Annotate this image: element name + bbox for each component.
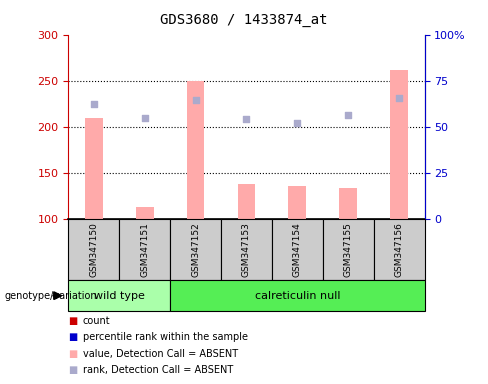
Point <box>293 120 301 126</box>
Bar <box>323 219 374 280</box>
Bar <box>68 219 119 280</box>
Point <box>243 116 250 122</box>
Text: GSM347153: GSM347153 <box>242 222 251 277</box>
Bar <box>288 186 306 219</box>
Text: GSM347150: GSM347150 <box>89 222 98 277</box>
Text: GSM347156: GSM347156 <box>395 222 404 277</box>
Point <box>90 101 98 107</box>
Bar <box>186 81 204 219</box>
Point <box>345 112 352 118</box>
Text: GSM347154: GSM347154 <box>293 222 302 277</box>
Bar <box>238 184 255 219</box>
Bar <box>221 219 272 280</box>
Text: GSM347151: GSM347151 <box>140 222 149 277</box>
Point <box>192 97 200 103</box>
Text: wild type: wild type <box>94 291 144 301</box>
Text: ■: ■ <box>68 316 78 326</box>
Bar <box>339 189 357 219</box>
Bar <box>374 219 425 280</box>
Bar <box>68 280 170 311</box>
Bar <box>170 219 221 280</box>
Bar <box>170 280 425 311</box>
Text: calreticulin null: calreticulin null <box>255 291 340 301</box>
Text: percentile rank within the sample: percentile rank within the sample <box>83 332 248 342</box>
Bar <box>119 219 170 280</box>
Bar <box>85 118 102 219</box>
Point <box>141 114 148 121</box>
Point <box>395 95 403 101</box>
Bar <box>390 70 408 219</box>
Text: ■: ■ <box>68 365 78 375</box>
Bar <box>136 207 154 219</box>
Text: value, Detection Call = ABSENT: value, Detection Call = ABSENT <box>83 349 238 359</box>
Text: ■: ■ <box>68 332 78 342</box>
Text: ■: ■ <box>68 349 78 359</box>
Text: GSM347152: GSM347152 <box>191 222 200 277</box>
Text: count: count <box>83 316 111 326</box>
Bar <box>272 219 323 280</box>
Text: genotype/variation: genotype/variation <box>5 291 98 301</box>
Text: GSM347155: GSM347155 <box>344 222 353 277</box>
Text: rank, Detection Call = ABSENT: rank, Detection Call = ABSENT <box>83 365 233 375</box>
Text: GDS3680 / 1433874_at: GDS3680 / 1433874_at <box>160 13 328 27</box>
